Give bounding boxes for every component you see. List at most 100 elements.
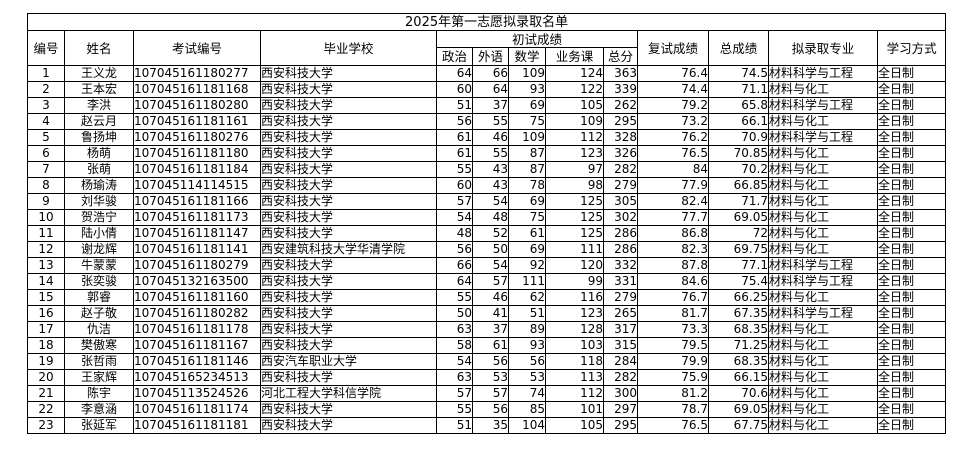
- cell-total-score: 315: [603, 337, 638, 354]
- col-header-initial-scores: 初试成绩: [436, 30, 638, 48]
- table-row: 3 李洪 107045161180280 西安科技大学 51 37 69 105 262 79.2…: [27, 97, 947, 114]
- cell-study-mode: 全日制: [876, 65, 947, 82]
- cell-admission-major: 材料与化工: [768, 369, 878, 386]
- cell-math: 69: [508, 97, 546, 114]
- table-row: 5 鲁扬坤 107045161180276 西安科技大学 61 46 109 112 328 76…: [27, 129, 947, 146]
- admission-roster-table: 2025年第一志愿拟录取名单 编号 姓名 考试编号 毕业学校 初试成绩 复试成绩…: [26, 13, 947, 434]
- cell-retest-score: 74.4: [637, 81, 709, 98]
- cell-school: 西安科技大学: [260, 65, 437, 82]
- cell-index: 23: [27, 417, 65, 434]
- cell-final-score: 77.1: [708, 257, 769, 274]
- cell-total-score: 339: [603, 81, 638, 98]
- cell-math: 87: [508, 161, 546, 178]
- cell-foreign-language: 55: [472, 145, 509, 162]
- cell-school: 西安科技大学: [260, 225, 437, 242]
- cell-final-score: 66.15: [708, 369, 769, 386]
- cell-final-score: 70.9: [708, 129, 769, 146]
- cell-admission-major: 材料与化工: [768, 353, 878, 370]
- cell-final-score: 66.1: [708, 113, 769, 130]
- cell-foreign-language: 43: [472, 177, 509, 194]
- cell-study-mode: 全日制: [876, 113, 947, 130]
- cell-final-score: 68.35: [708, 353, 769, 370]
- cell-index: 19: [27, 353, 65, 370]
- cell-major-course: 112: [545, 385, 604, 402]
- cell-major-course: 111: [545, 241, 604, 258]
- cell-politics: 61: [436, 145, 473, 162]
- cell-admission-major: 材料与化工: [768, 337, 878, 354]
- table-row: 21 陈宇 107045113524526 河北工程大学科信学院 57 57 74 112 30…: [27, 385, 947, 402]
- cell-math: 53: [508, 369, 546, 386]
- cell-retest-score: 79.5: [637, 337, 709, 354]
- cell-total-score: 282: [603, 369, 638, 386]
- col-header-politics: 政治: [436, 47, 473, 66]
- cell-study-mode: 全日制: [876, 353, 947, 370]
- cell-major-course: 105: [545, 417, 604, 434]
- cell-index: 4: [27, 113, 65, 130]
- cell-foreign-language: 66: [472, 65, 509, 82]
- cell-final-score: 67.75: [708, 417, 769, 434]
- cell-final-score: 72: [708, 225, 769, 242]
- cell-math: 51: [508, 305, 546, 322]
- cell-politics: 56: [436, 113, 473, 130]
- col-header-school: 毕业学校: [260, 30, 437, 66]
- cell-school: 西安科技大学: [260, 257, 437, 274]
- cell-study-mode: 全日制: [876, 401, 947, 418]
- cell-study-mode: 全日制: [876, 161, 947, 178]
- table-row: 18 樊傲寒 107045161181167 西安科技大学 58 61 93 103 315 79…: [27, 337, 947, 354]
- cell-final-score: 70.2: [708, 161, 769, 178]
- cell-index: 1: [27, 65, 65, 82]
- cell-index: 3: [27, 97, 65, 114]
- cell-school: 西安科技大学: [260, 305, 437, 322]
- cell-math: 111: [508, 273, 546, 290]
- cell-admission-major: 材料科学与工程: [768, 305, 878, 322]
- cell-exam-number: 107045161181166: [133, 193, 261, 210]
- cell-major-course: 125: [545, 225, 604, 242]
- cell-major-course: 112: [545, 129, 604, 146]
- page-title: 2025年第一志愿拟录取名单: [26, 13, 947, 31]
- cell-math: 109: [508, 129, 546, 146]
- cell-exam-number: 107045161180277: [133, 65, 261, 82]
- cell-study-mode: 全日制: [876, 209, 947, 226]
- cell-name: 鲁扬坤: [64, 129, 134, 146]
- cell-foreign-language: 57: [472, 273, 509, 290]
- cell-index: 16: [27, 305, 65, 322]
- cell-major-course: 120: [545, 257, 604, 274]
- col-header-study-mode: 学习方式: [876, 30, 947, 66]
- col-header-admission-major: 拟录取专业: [768, 30, 878, 66]
- cell-math: 62: [508, 289, 546, 306]
- cell-admission-major: 材料与化工: [768, 401, 878, 418]
- cell-school: 西安汽车职业大学: [260, 353, 437, 370]
- cell-major-course: 103: [545, 337, 604, 354]
- cell-school: 西安科技大学: [260, 81, 437, 98]
- cell-politics: 54: [436, 353, 473, 370]
- cell-final-score: 71.1: [708, 81, 769, 98]
- cell-index: 15: [27, 289, 65, 306]
- cell-study-mode: 全日制: [876, 289, 947, 306]
- cell-exam-number: 107045161180280: [133, 97, 261, 114]
- cell-total-score: 363: [603, 65, 638, 82]
- cell-final-score: 65.8: [708, 97, 769, 114]
- col-header-retest-score: 复试成绩: [637, 30, 709, 66]
- cell-retest-score: 76.5: [637, 145, 709, 162]
- col-header-major-course: 业务课: [545, 47, 604, 66]
- col-header-name: 姓名: [64, 30, 134, 66]
- cell-major-course: 105: [545, 97, 604, 114]
- cell-admission-major: 材料与化工: [768, 385, 878, 402]
- cell-foreign-language: 37: [472, 97, 509, 114]
- cell-study-mode: 全日制: [876, 257, 947, 274]
- cell-foreign-language: 46: [472, 129, 509, 146]
- cell-total-score: 279: [603, 289, 638, 306]
- table-row: 14 张奕骏 107045132163500 西安科技大学 64 57 111 99 331 84…: [27, 273, 947, 290]
- cell-politics: 57: [436, 385, 473, 402]
- table-row: 10 贺浩宁 107045161181173 西安科技大学 54 48 75 125 302 77…: [27, 209, 947, 226]
- table-row: 9 刘华骏 107045161181166 西安科技大学 57 54 69 125 305 82.…: [27, 193, 947, 210]
- cell-politics: 56: [436, 241, 473, 258]
- cell-foreign-language: 46: [472, 289, 509, 306]
- cell-math: 75: [508, 209, 546, 226]
- cell-index: 5: [27, 129, 65, 146]
- cell-study-mode: 全日制: [876, 193, 947, 210]
- cell-total-score: 305: [603, 193, 638, 210]
- table-row: 11 陆小倩 107045161181147 西安科技大学 48 52 61 125 286 86…: [27, 225, 947, 242]
- cell-school: 河北工程大学科信学院: [260, 385, 437, 402]
- col-header-foreign-language: 外语: [472, 47, 509, 66]
